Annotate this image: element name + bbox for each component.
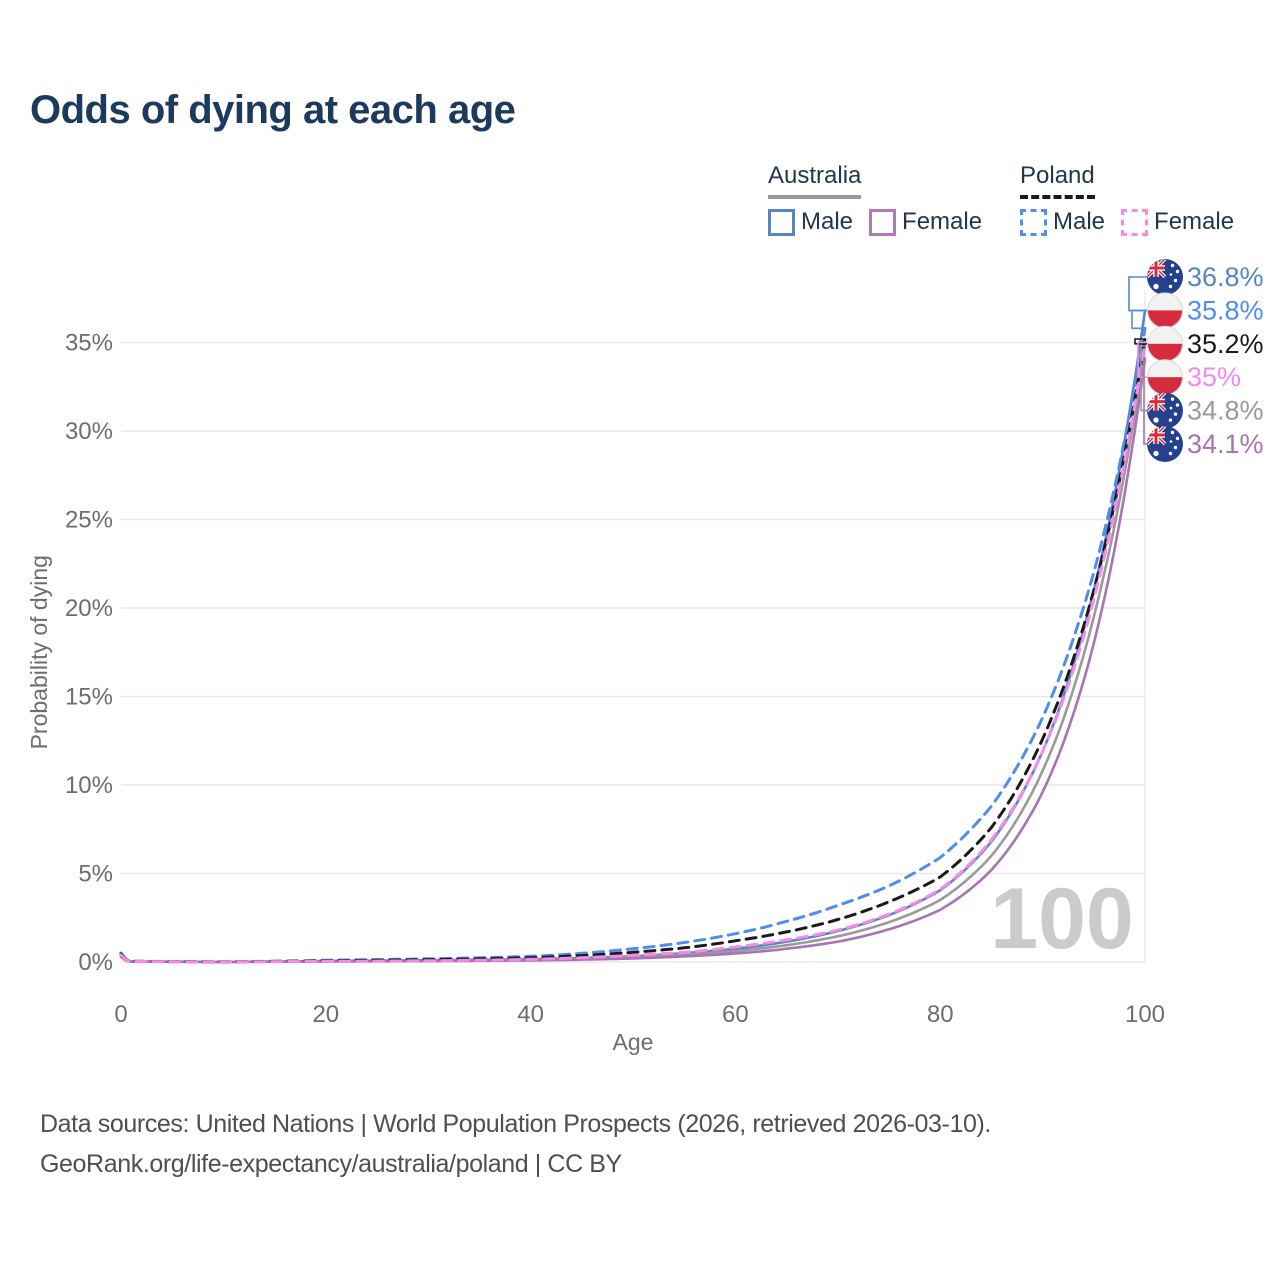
- legend-item-label: Male: [1053, 208, 1106, 235]
- poland-flag-icon: [1147, 326, 1183, 362]
- grid-layer: [121, 290, 1146, 963]
- end-label-layer: 36.8%35.8% 35.2%35% 34.8%34.1%: [1128, 259, 1264, 462]
- legend-item-label: Female: [1154, 208, 1235, 235]
- poland-flag-icon: [1147, 359, 1183, 395]
- footer-attribution: GeoRank.org/life-expectancy/australia/po…: [40, 1150, 622, 1178]
- y-tick-label: 35%: [65, 330, 113, 357]
- x-tick-label: 0: [114, 1001, 127, 1028]
- y-tick-label: 15%: [65, 684, 113, 711]
- x-tick-label: 80: [927, 1001, 954, 1028]
- series-line-australia-female[interactable]: [119, 357, 1147, 964]
- poland-male-swatch-icon: [1020, 208, 1047, 236]
- series-layer: [119, 309, 1147, 964]
- end-label-connector-australia-male: [1128, 276, 1149, 312]
- x-tick-label: 60: [722, 1001, 749, 1028]
- end-label-value-australia[interactable]: 34.8%: [1187, 396, 1264, 426]
- x-tick-label: 100: [1125, 1001, 1165, 1028]
- australia-flag-icon: [1147, 259, 1183, 295]
- y-tick-label: 5%: [78, 861, 113, 888]
- x-tick-label: 20: [312, 1001, 339, 1028]
- chart-legend: Australia Male Female Poland Male Female: [0, 162, 1280, 252]
- legend-country-australia[interactable]: Australia: [768, 162, 862, 199]
- australia-flag-icon: [1147, 426, 1183, 462]
- poland-female-swatch-icon: [1121, 208, 1149, 236]
- watermark-layer: 100: [990, 871, 1134, 967]
- legend-group-poland: Poland Male Female: [1020, 162, 1234, 236]
- series-line-australia-male[interactable]: [119, 309, 1147, 964]
- legend-country-poland[interactable]: Poland: [1020, 162, 1095, 199]
- y-axis-title: Probability of dying: [26, 555, 52, 749]
- poland-flag-icon: [1147, 292, 1183, 328]
- x-tick-label: 40: [517, 1001, 544, 1028]
- x-axis-title: Age: [613, 1029, 654, 1055]
- y-tick-label: 25%: [65, 507, 113, 534]
- legend-item-australia-male[interactable]: Male: [768, 208, 853, 236]
- y-tick-label: 0%: [78, 949, 113, 976]
- end-label-value-poland-male[interactable]: 35.8%: [1187, 295, 1264, 325]
- end-label-value-poland-female[interactable]: 35%: [1187, 362, 1241, 392]
- legend-item-label: Female: [902, 208, 983, 235]
- legend-item-poland-male[interactable]: Male: [1020, 208, 1105, 236]
- australia-male-swatch-icon: [768, 208, 795, 236]
- legend-group-australia: Australia Male Female: [768, 162, 982, 236]
- end-label-value-australia-female[interactable]: 34.1%: [1187, 429, 1264, 459]
- watermark: 100: [990, 871, 1134, 967]
- end-label-connector-australia-female: [1143, 357, 1149, 445]
- series-line-poland-female[interactable]: [119, 341, 1147, 964]
- y-tick-label: 10%: [65, 772, 113, 799]
- axis-layer: 0% 5% 10% 15% 20% 25% 30% 35% 0 20 40 60 80 100 Age Pro…: [26, 330, 1165, 1056]
- end-label-connector-poland: [1134, 338, 1149, 345]
- page-title: Odds of dying at each age: [30, 88, 516, 132]
- end-label-connector-australia: [1140, 345, 1149, 412]
- footer-datasource: Data sources: United Nations | World Pop…: [40, 1110, 991, 1138]
- y-tick-label: 20%: [65, 595, 113, 622]
- australia-female-swatch-icon: [869, 208, 897, 236]
- end-label-connector-poland-male: [1131, 309, 1149, 330]
- y-tick-label: 30%: [65, 418, 113, 445]
- end-label-value-poland[interactable]: 35.2%: [1187, 329, 1264, 359]
- end-label-value-australia-male[interactable]: 36.8%: [1187, 262, 1264, 292]
- australia-flag-icon: [1147, 393, 1183, 429]
- footer: Data sources: United Nations | World Pop…: [40, 1104, 991, 1184]
- series-line-poland-male[interactable]: [119, 326, 1147, 964]
- legend-item-australia-female[interactable]: Female: [869, 208, 982, 236]
- legend-item-label: Male: [801, 208, 854, 235]
- legend-item-poland-female[interactable]: Female: [1121, 208, 1234, 236]
